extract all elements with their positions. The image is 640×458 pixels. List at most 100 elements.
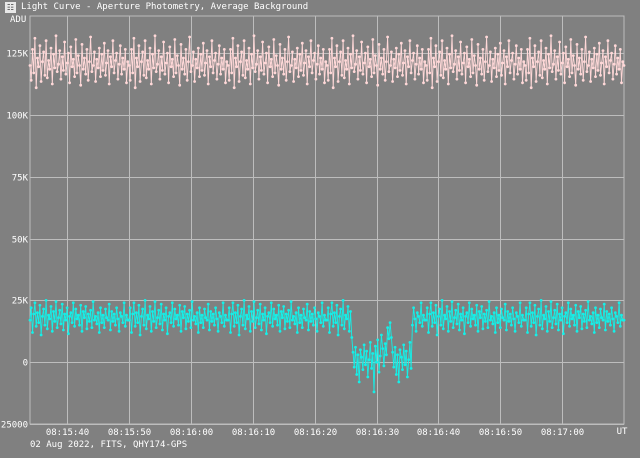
data-point [91,64,95,67]
data-point [126,60,130,64]
data-point [118,44,122,48]
data-point [407,65,411,69]
data-point [48,317,52,321]
data-point [466,321,470,324]
data-point [605,65,609,69]
data-point [559,72,563,76]
data-point [273,317,277,321]
data-point [157,308,161,312]
data-point [86,312,90,316]
data-point [198,75,201,78]
data-point [335,303,339,307]
data-point [532,321,536,324]
data-point [89,35,92,39]
data-point [333,56,336,60]
data-point [361,72,365,76]
data-point [120,72,123,76]
data-point [394,46,398,50]
data-point [514,311,518,315]
data-point [433,65,437,69]
data-point [243,327,247,331]
data-point [602,302,606,306]
data-point [33,36,37,40]
data-point [539,299,543,302]
data-point [163,318,167,322]
title-bar: ☷ Light Curve - Aperture Photometry, Ave… [0,0,640,16]
data-point [128,78,132,82]
data-point [201,326,205,329]
data-point [498,326,502,329]
data-point [154,326,158,329]
data-point [537,307,540,311]
data-point [137,44,141,48]
data-point [506,310,510,313]
data-point [392,365,396,369]
data-point [566,301,570,305]
data-point [219,315,223,318]
data-point [58,49,62,52]
data-point [297,306,300,310]
data-point [146,313,150,317]
data-point [490,315,493,318]
data-point [209,310,213,313]
data-point [255,62,258,66]
data-point [142,73,146,77]
data-point [29,306,33,310]
data-point [248,82,252,86]
data-point [562,332,565,336]
data-point [115,306,118,310]
data-point [47,313,50,317]
data-point [122,301,126,305]
data-point [193,315,197,318]
data-point [149,329,153,333]
data-point [559,318,563,322]
data-point [560,61,564,65]
data-point [325,64,329,67]
data-point [419,301,423,305]
data-point [278,329,282,333]
x-tick-label: 08:16:30 [356,428,399,438]
data-point [474,323,477,327]
data-point [519,48,523,51]
data-point [315,329,319,333]
data-point [553,49,557,52]
data-point [153,300,157,303]
data-point [313,51,316,55]
data-point [476,329,480,333]
data-point [88,60,91,64]
data-point [127,318,131,322]
data-point [101,313,105,317]
data-point [234,56,237,60]
data-point [563,81,566,85]
data-point [116,77,120,81]
data-point [411,59,414,62]
data-point [229,48,232,51]
data-point [522,60,526,64]
data-point [131,71,135,75]
data-point [79,83,83,87]
data-point [592,46,596,50]
data-point [203,73,206,77]
data-point [441,327,445,331]
data-point [117,62,121,66]
data-point [517,56,521,60]
data-point [138,333,142,337]
app-icon[interactable]: ☷ [5,2,16,13]
data-point [495,75,498,78]
data-point [506,65,510,69]
data-point [367,358,371,362]
data-point [302,307,305,311]
data-point [399,41,403,45]
data-point [536,60,539,64]
data-point [461,306,465,310]
data-point [529,324,533,328]
data-point [406,55,409,59]
data-point [485,308,488,312]
data-point [136,65,140,69]
data-point [391,80,394,83]
data-point [211,71,215,75]
data-point [459,312,462,316]
data-point [472,313,476,317]
data-point [569,307,573,311]
data-point [295,331,299,334]
